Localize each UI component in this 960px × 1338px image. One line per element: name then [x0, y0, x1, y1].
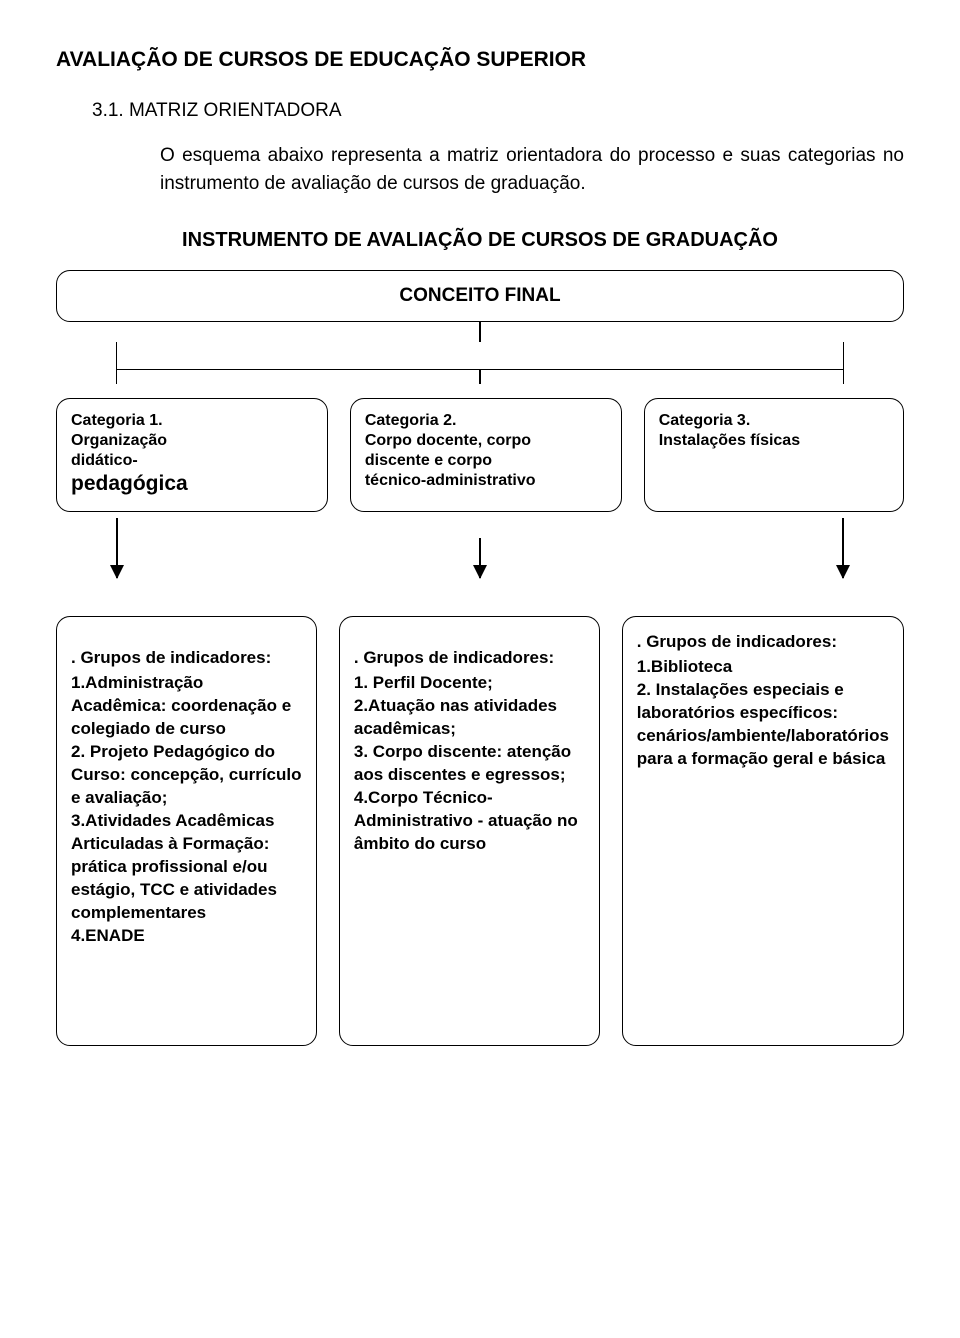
connector-stub-right — [843, 370, 844, 384]
split-bar — [116, 342, 844, 370]
cat1-line3: didático- — [71, 451, 313, 471]
cat1-big: pedagógica — [71, 471, 313, 497]
cat1-line1: Categoria 1. — [71, 411, 313, 431]
cat3-line1: Categoria 3. — [659, 411, 889, 431]
category-box-3: Categoria 3. Instalações físicas — [644, 398, 904, 512]
cat2-line1: Categoria 2. — [365, 411, 607, 431]
ind1-lead: . Grupos de indicadores: — [71, 647, 302, 670]
diagram-title: INSTRUMENTO DE AVALIAÇÃO DE CURSOS DE GR… — [56, 229, 904, 252]
arrow-left — [116, 518, 118, 578]
ind1-items: 1.Administração Acadêmica: coordenação e… — [71, 672, 302, 947]
ind2-lead: . Grupos de indicadores: — [354, 647, 585, 670]
cat3-line2: Instalações físicas — [659, 431, 889, 451]
page-title: AVALIAÇÃO DE CURSOS DE EDUCAÇÃO SUPERIOR — [56, 48, 904, 72]
indicator-box-3: . Grupos de indicadores: 1.Biblioteca 2.… — [622, 616, 904, 1046]
ind2-items: 1. Perfil Docente; 2.Atuação nas ativida… — [354, 672, 585, 856]
indicator-row: . Grupos de indicadores: 1.Administração… — [56, 616, 904, 1046]
ind3-items: 1.Biblioteca 2. Instalações especiais e … — [637, 656, 889, 771]
indicator-box-1: . Grupos de indicadores: 1.Administração… — [56, 616, 317, 1046]
section-number: 3.1. MATRIZ ORIENTADORA — [92, 100, 904, 122]
arrow-mid — [479, 538, 481, 578]
connector-stub-mid — [479, 370, 480, 384]
arrow-right — [842, 518, 844, 578]
connector-stub-row — [116, 370, 844, 384]
cat2-line3: discente e corpo — [365, 451, 607, 471]
top-box-conceito-final: CONCEITO FINAL — [56, 270, 904, 322]
connector-stub-left — [116, 370, 117, 384]
indicator-box-2: . Grupos de indicadores: 1. Perfil Docen… — [339, 616, 600, 1046]
arrow-row — [116, 518, 844, 588]
category-box-1: Categoria 1. Organização didático- pedag… — [56, 398, 328, 512]
intro-paragraph: O esquema abaixo representa a matriz ori… — [160, 142, 904, 197]
cat2-line4: técnico-administrativo — [365, 471, 607, 491]
category-box-2: Categoria 2. Corpo docente, corpo discen… — [350, 398, 622, 512]
ind3-lead: . Grupos de indicadores: — [637, 631, 889, 654]
cat2-line2: Corpo docente, corpo — [365, 431, 607, 451]
cat1-line2: Organização — [71, 431, 313, 451]
category-row: Categoria 1. Organização didático- pedag… — [56, 398, 904, 512]
